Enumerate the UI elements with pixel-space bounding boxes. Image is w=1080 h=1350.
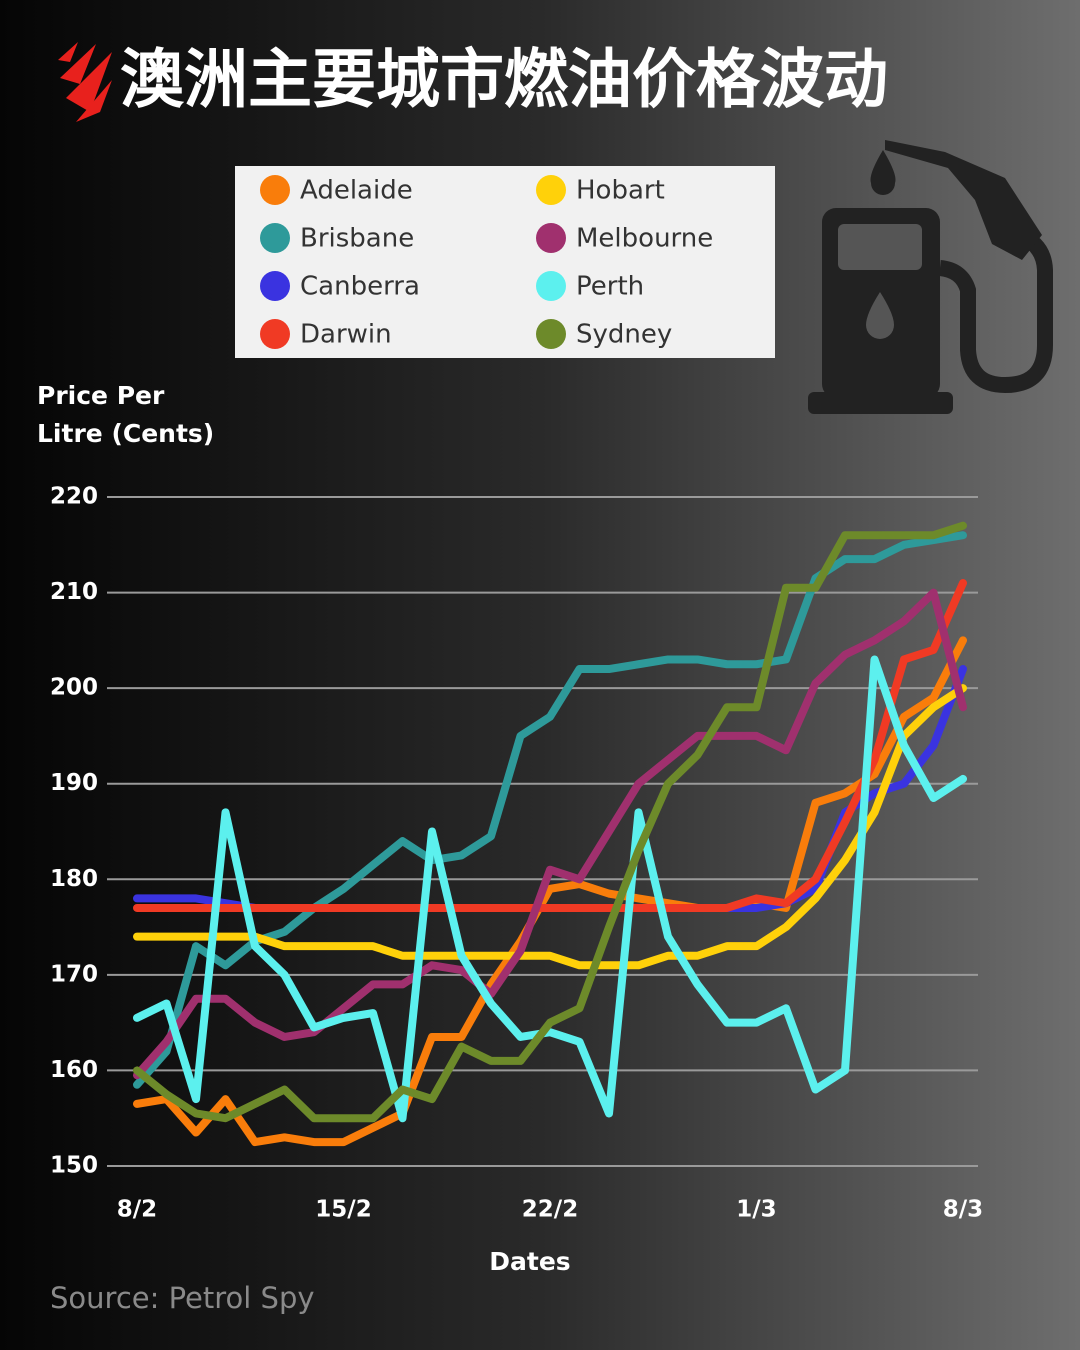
pump-icon — [808, 140, 1053, 414]
legend-label: Brisbane — [300, 224, 414, 254]
series-line — [133, 655, 967, 1123]
y-tick-label: 160 — [50, 1057, 98, 1083]
y-tick-label: 190 — [50, 770, 98, 796]
y-axis-title: Price Per Litre (Cents) — [37, 381, 215, 448]
legend-label: Darwin — [300, 320, 392, 350]
legend-label: Adelaide — [300, 176, 413, 206]
legend-marker — [260, 223, 290, 253]
y-tick-label: 170 — [50, 961, 98, 987]
legend-marker — [536, 271, 566, 301]
x-tick-label: 22/2 — [522, 1197, 578, 1223]
legend-marker — [260, 271, 290, 301]
chart-title: 澳洲主要城市燃油价格波动 — [120, 44, 888, 118]
series-line — [133, 521, 967, 1123]
legend-label: Hobart — [576, 176, 665, 206]
legend-marker — [536, 223, 566, 253]
legend-box — [235, 166, 775, 358]
legend-label: Sydney — [576, 320, 672, 350]
series-line — [133, 531, 967, 1089]
x-axis-title: Dates — [489, 1247, 570, 1276]
y-tick-label: 150 — [50, 1153, 98, 1179]
y-tick-label: 180 — [50, 866, 98, 892]
series-line — [133, 684, 967, 970]
logo — [58, 42, 112, 122]
y-tick-label: 210 — [50, 579, 98, 605]
series-line — [133, 579, 967, 912]
x-tick-label: 8/3 — [943, 1197, 983, 1223]
legend-label: Perth — [576, 272, 644, 302]
legend-marker — [260, 175, 290, 205]
legend-marker — [536, 319, 566, 349]
series-line — [133, 588, 967, 1080]
legend-label: Melbourne — [576, 224, 713, 254]
y-tick-label: 200 — [50, 675, 98, 701]
x-tick-label: 1/3 — [736, 1197, 776, 1223]
source: Source: Petrol Spy — [50, 1281, 315, 1315]
x-tick-label: 8/2 — [117, 1197, 157, 1223]
x-tick-label: 15/2 — [315, 1197, 371, 1223]
legend-label: Canberra — [300, 272, 420, 302]
legend-marker — [536, 175, 566, 205]
y-tick-label: 220 — [50, 484, 98, 510]
legend-marker — [260, 319, 290, 349]
series-line — [133, 636, 967, 1147]
